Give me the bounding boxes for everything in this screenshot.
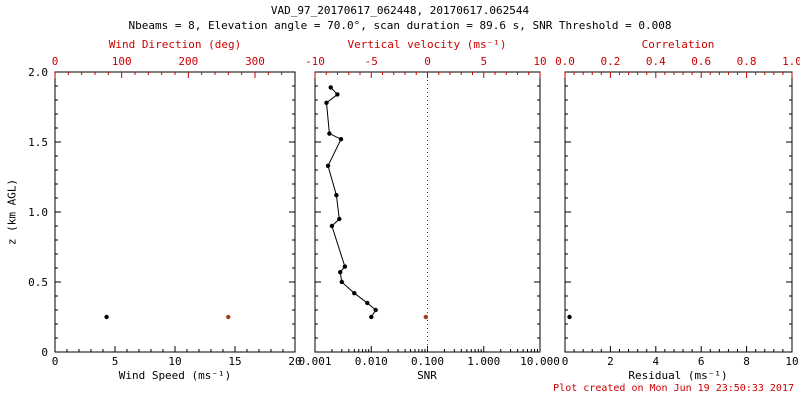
tick-label: 4: [652, 355, 659, 368]
tick-label: 200: [178, 55, 198, 68]
tick-label: 0.5: [28, 276, 48, 289]
tick-label: 0: [52, 355, 59, 368]
snr-profile-point: [338, 137, 344, 142]
tick-label: 1.5: [28, 136, 48, 149]
figure-title: VAD_97_20170617_062448, 20170617.062544: [270, 4, 530, 17]
tick-label: 5: [112, 355, 119, 368]
tick-label: 0.2: [600, 55, 620, 68]
residual-point: [567, 314, 572, 320]
snr-axis-label: SNR: [417, 369, 437, 382]
tick-label: 10: [533, 55, 546, 68]
snr-profile-point: [329, 223, 335, 229]
snr-profile-point: [339, 279, 344, 285]
wind-direction-axis-label: Wind Direction (deg): [108, 38, 242, 51]
tick-label: 20: [288, 355, 301, 368]
tick-label: 0: [41, 346, 48, 359]
tick-label: 100: [112, 55, 132, 68]
tick-label: 8: [743, 355, 750, 368]
panel-frame: [54, 71, 296, 353]
tick-label: 2.0: [28, 66, 48, 79]
tick-label: 0.010: [355, 355, 388, 368]
tick-label: 0.001: [298, 355, 331, 368]
plot-created-timestamp: Plot created on Mon Jun 19 23:50:33 2017: [553, 383, 794, 394]
tick-label: 1.0: [782, 55, 800, 68]
snr-profile-point: [338, 270, 343, 275]
snr-profile-point: [328, 85, 333, 90]
tick-label: 0: [52, 55, 59, 68]
panel-frame: [564, 71, 793, 353]
snr-profile-point: [342, 264, 348, 269]
snr-profile-line: [325, 87, 377, 318]
residual-axis-label: Residual (ms⁻¹): [628, 369, 728, 382]
tick-label: 0.100: [411, 355, 444, 368]
tick-label: 0.0: [555, 55, 575, 68]
tick-label: 2: [607, 355, 614, 368]
vertical-velocity-point: [423, 314, 428, 320]
panel-snr: 0.001 0.010 0.100 1.000 10.000 -10 -5 0 5 10: [298, 55, 559, 368]
snr-profile-point: [369, 314, 374, 320]
tick-label: 10.000: [520, 355, 560, 368]
tick-label: 10: [168, 355, 181, 368]
snr-profile-point: [327, 131, 332, 136]
snr-profile-point: [325, 163, 331, 168]
snr-profile-point: [335, 92, 340, 97]
tick-label: 0: [424, 55, 431, 68]
tick-label: 0.8: [737, 55, 757, 68]
tick-label: 0.6: [691, 55, 711, 68]
tick-label: 10: [785, 355, 798, 368]
tick-label: 15: [228, 355, 241, 368]
figure-subtitle: Nbeams = 8, Elevation angle = 70.0°, sca…: [128, 19, 672, 32]
tick-label: 1.0: [28, 206, 48, 219]
vertical-velocity-axis-label: Vertical velocity (ms⁻¹): [347, 38, 507, 51]
panel-residual: 0 2 4 6 8 10 0.0 0.2 0.4 0.6 0.8 1.0: [555, 55, 800, 368]
correlation-axis-label: Correlation: [641, 38, 715, 51]
snr-profile-point: [324, 100, 329, 106]
y-axis-label: z (km AGL): [5, 178, 19, 246]
wind-speed-axis-label: Wind Speed (ms⁻¹): [118, 369, 232, 382]
tick-label: 0.4: [646, 55, 666, 68]
snr-profile-point: [334, 193, 339, 198]
snr-profile-point: [373, 307, 378, 313]
snr-profile-point: [365, 300, 370, 306]
tick-label: 0: [562, 355, 569, 368]
tick-label: -5: [365, 55, 378, 68]
wind-speed-point: [104, 314, 109, 320]
tick-label: 1.000: [467, 355, 500, 368]
tick-label: 300: [245, 55, 265, 68]
snr-profile-point: [352, 291, 357, 296]
snr-profile-point: [337, 216, 342, 222]
tick-label: 6: [698, 355, 705, 368]
tick-label: 5: [480, 55, 487, 68]
wind-direction-point: [226, 314, 231, 320]
tick-label: -10: [305, 55, 325, 68]
